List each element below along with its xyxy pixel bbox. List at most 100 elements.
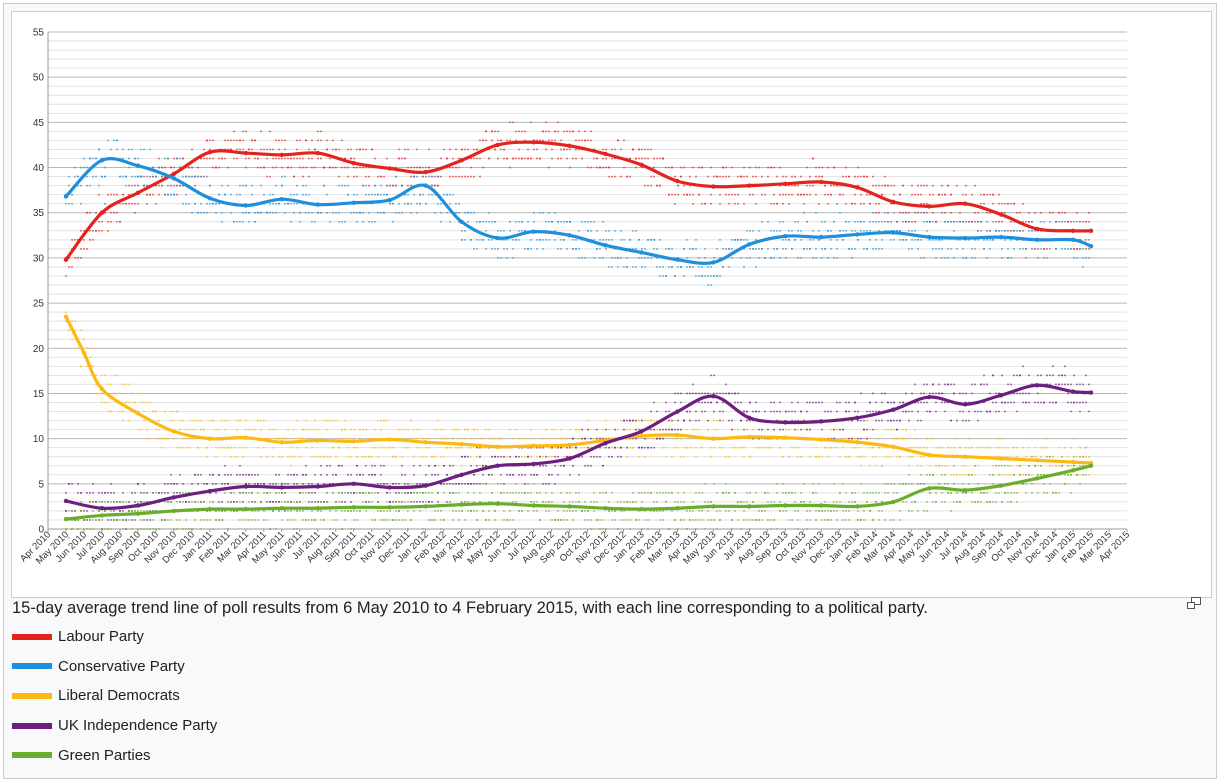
- poll-dot: [191, 501, 193, 503]
- poll-dot: [755, 248, 757, 250]
- poll-dot: [800, 419, 802, 422]
- poll-dot: [80, 365, 82, 368]
- poll-dot: [398, 510, 400, 512]
- poll-dot: [647, 519, 649, 521]
- poll-dot: [926, 230, 928, 232]
- poll-dot: [992, 239, 994, 241]
- poll-dot: [101, 374, 103, 377]
- poll-dot: [731, 519, 733, 521]
- poll-dot: [155, 184, 157, 187]
- poll-dot: [542, 464, 544, 467]
- poll-dot: [524, 130, 526, 133]
- poll-dot: [242, 220, 244, 223]
- poll-dot: [1046, 248, 1048, 250]
- poll-dot: [755, 202, 757, 205]
- poll-dot: [452, 428, 454, 431]
- poll-dot: [344, 492, 346, 494]
- poll-dot: [131, 202, 133, 205]
- poll-dot: [635, 519, 637, 521]
- poll-dot: [725, 166, 727, 169]
- poll-dot: [284, 148, 286, 151]
- poll-dot: [575, 510, 577, 512]
- poll-dot: [1046, 257, 1048, 259]
- poll-dot: [260, 211, 262, 214]
- poll-dot: [671, 428, 673, 431]
- poll-dot: [722, 492, 724, 494]
- poll-dot: [197, 211, 199, 214]
- poll-dot: [746, 419, 748, 422]
- poll-dot: [1001, 220, 1003, 223]
- poll-dot: [206, 157, 208, 160]
- poll-dot: [596, 501, 598, 503]
- poll-dot: [779, 446, 781, 449]
- poll-dot: [146, 519, 148, 521]
- poll-dot: [485, 139, 487, 142]
- poll-dot: [122, 501, 124, 503]
- poll-dot: [815, 446, 817, 449]
- poll-dot: [410, 211, 412, 214]
- poll-dot: [491, 473, 493, 476]
- poll-dot: [86, 166, 88, 169]
- poll-dot: [512, 501, 514, 503]
- poll-dot: [986, 230, 988, 232]
- poll-dot: [110, 510, 112, 512]
- poll-dot: [626, 519, 628, 521]
- poll-dot: [662, 492, 664, 494]
- poll-dot: [743, 248, 745, 250]
- poll-dot: [692, 202, 694, 205]
- poll-dot: [686, 446, 688, 449]
- poll-dot: [302, 166, 304, 169]
- poll-dot: [620, 175, 622, 178]
- poll-dot: [245, 483, 247, 485]
- poll-dot: [1025, 220, 1027, 223]
- poll-dot: [737, 239, 739, 241]
- poll-dot: [413, 175, 415, 178]
- poll-dot: [311, 220, 313, 223]
- poll-dot: [542, 139, 544, 142]
- poll-dot: [533, 510, 535, 512]
- poll-dot: [338, 501, 340, 503]
- poll-dot: [89, 230, 91, 232]
- poll-dot: [158, 437, 160, 440]
- poll-dot: [833, 428, 835, 431]
- poll-dot: [419, 166, 421, 169]
- poll-dot: [1040, 211, 1042, 214]
- poll-dot: [1085, 239, 1087, 241]
- poll-dot: [854, 446, 856, 449]
- poll-dot: [896, 419, 898, 422]
- y-tick-label: 40: [33, 163, 45, 174]
- poll-dot: [347, 437, 349, 440]
- poll-dot: [80, 492, 82, 494]
- poll-dot: [1001, 446, 1003, 449]
- poll-dot: [401, 473, 403, 476]
- poll-dot: [332, 492, 334, 494]
- poll-dot: [689, 410, 691, 413]
- poll-dot: [773, 410, 775, 413]
- poll-dot: [230, 501, 232, 503]
- poll-dot: [359, 510, 361, 512]
- poll-dot: [623, 510, 625, 512]
- poll-dot: [590, 230, 592, 232]
- poll-dot: [146, 184, 148, 187]
- poll-dot: [92, 510, 94, 512]
- poll-dot: [965, 184, 967, 187]
- poll-dot: [680, 166, 682, 169]
- poll-dot: [191, 528, 193, 530]
- poll-dot: [338, 175, 340, 178]
- poll-dot: [521, 437, 523, 440]
- poll-dot: [176, 410, 178, 413]
- poll-dot: [653, 419, 655, 422]
- poll-dot: [926, 383, 928, 386]
- poll-dot: [734, 510, 736, 512]
- poll-dot: [815, 175, 817, 178]
- poll-dot: [77, 257, 79, 259]
- poll-dot: [644, 510, 646, 512]
- poll-dot: [644, 419, 646, 422]
- poll-dot: [1067, 392, 1069, 395]
- poll-dot: [326, 211, 328, 214]
- poll-dot: [404, 483, 406, 485]
- poll-dot: [110, 483, 112, 485]
- poll-dot: [884, 175, 886, 178]
- poll-dot: [710, 193, 712, 196]
- poll-dot: [746, 410, 748, 413]
